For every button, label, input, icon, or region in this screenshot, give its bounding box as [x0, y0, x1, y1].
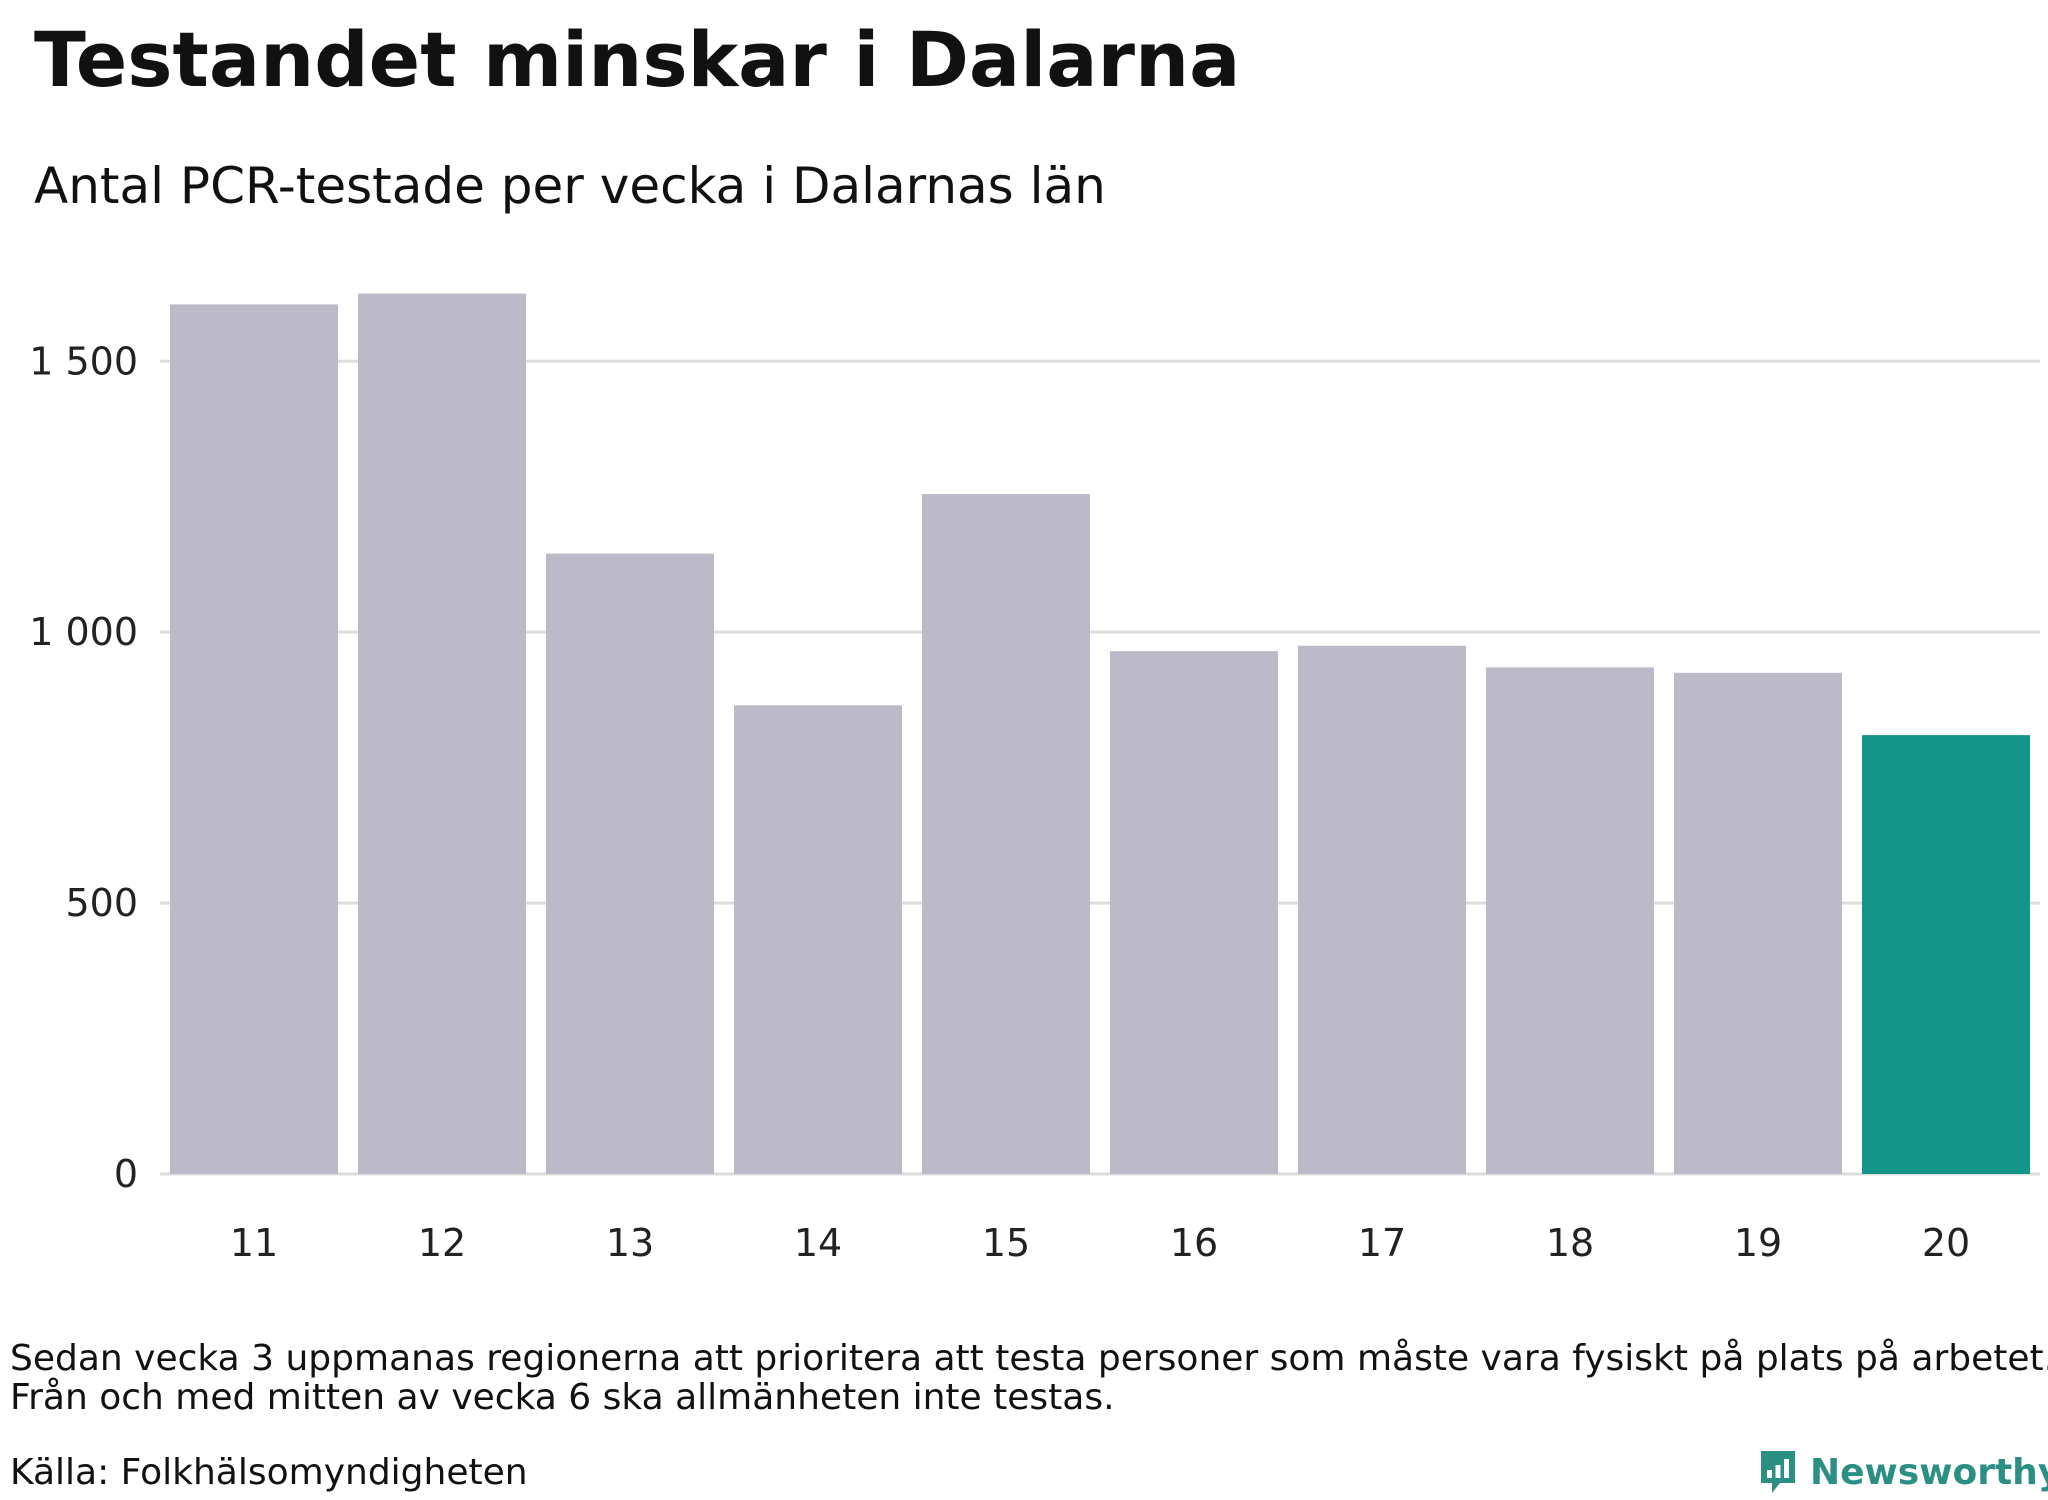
newsworthy-logo-icon [1761, 1451, 1795, 1493]
bar-week-12 [358, 293, 526, 1174]
y-axis-ticks: 0 500 1 000 1 500 [29, 339, 138, 1196]
y-tick-label: 1 500 [29, 339, 138, 383]
x-tick-label: 17 [1358, 1221, 1406, 1265]
x-tick-label: 15 [982, 1221, 1030, 1265]
chart-title: Testandet minskar i Dalarna [34, 15, 1241, 104]
bar-week-18 [1486, 667, 1654, 1174]
x-tick-label: 14 [794, 1221, 842, 1265]
y-tick-label: 0 [114, 1152, 138, 1196]
y-tick-label: 500 [65, 881, 138, 925]
brand-name: Newsworthy [1810, 1451, 2048, 1493]
chart-subtitle: Antal PCR-testade per vecka i Dalarnas l… [34, 157, 1106, 215]
x-tick-label: 18 [1546, 1221, 1594, 1265]
footnote-line: Från och med mitten av vecka 6 ska allmä… [10, 1376, 1115, 1418]
bar-week-14 [734, 705, 902, 1174]
bar-week-16 [1110, 651, 1278, 1174]
y-tick-label: 1 000 [29, 610, 138, 654]
footnote: Sedan vecka 3 uppmanas regionerna att pr… [10, 1338, 2048, 1418]
x-tick-label: 16 [1170, 1221, 1218, 1265]
x-tick-label: 20 [1922, 1221, 1970, 1265]
brand-logo: Newsworthy [1758, 1448, 2048, 1496]
x-tick-label: 11 [230, 1221, 278, 1265]
x-axis-ticks: 11 12 13 14 15 16 17 18 19 20 [230, 1221, 1970, 1265]
x-tick-label: 19 [1734, 1221, 1782, 1265]
bar-week-17 [1298, 645, 1466, 1174]
source-credit: Källa: Folkhälsomyndigheten [10, 1452, 528, 1493]
bar-week-19 [1674, 672, 1842, 1174]
footnote-line: Sedan vecka 3 uppmanas regionerna att pr… [10, 1338, 2048, 1379]
x-tick-label: 13 [606, 1221, 654, 1265]
x-tick-label: 12 [418, 1221, 466, 1265]
bar-week-20 [1862, 735, 2030, 1174]
bar-week-11 [170, 304, 338, 1174]
bar-week-13 [546, 553, 714, 1174]
bar-chart: 0 500 1 000 1 500 11 12 13 14 15 16 17 18 19 20 [29, 293, 2040, 1265]
bars [170, 293, 2030, 1174]
bar-week-15 [922, 494, 1090, 1174]
